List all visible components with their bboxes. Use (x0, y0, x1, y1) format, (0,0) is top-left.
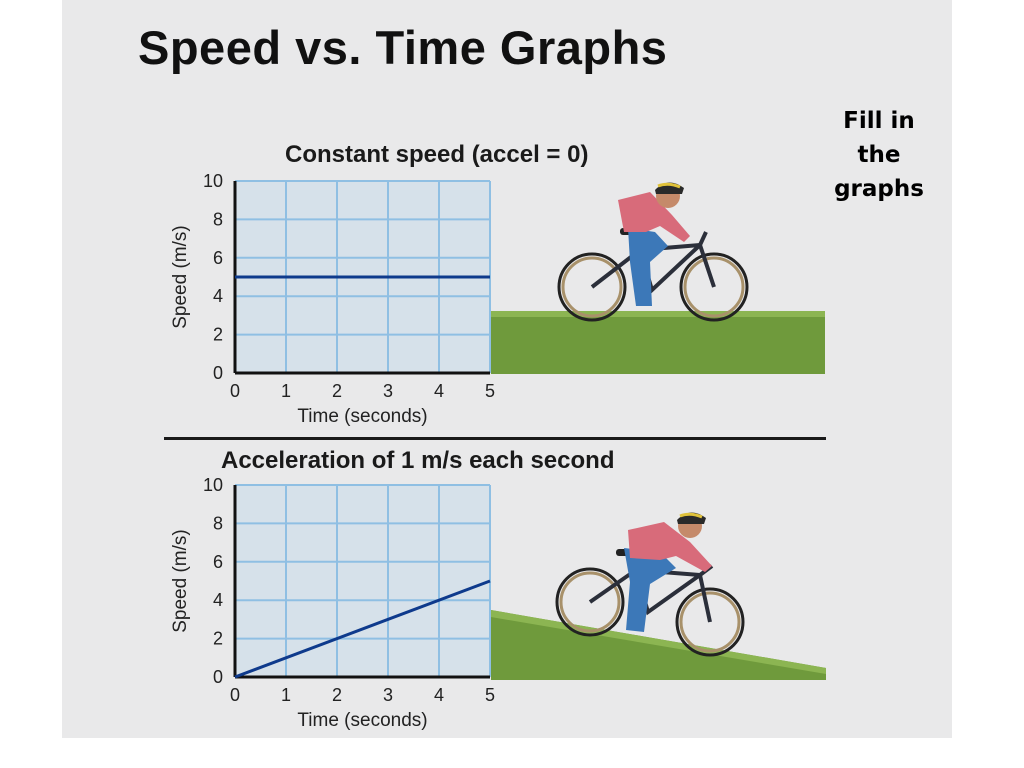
x-axis-label: Time (seconds) (297, 406, 427, 427)
y-tick-label: 0 (213, 667, 223, 687)
slide-title: Speed vs. Time Graphs (138, 21, 668, 74)
fill-in-note: Fill in the graphs (826, 104, 932, 206)
chart-title-acceleration: Acceleration of 1 m/s each second (221, 447, 615, 474)
x-tick-label: 0 (230, 381, 240, 401)
y-tick-label: 10 (203, 475, 223, 495)
chart-title-constant-speed: Constant speed (accel = 0) (285, 141, 589, 168)
plot-area (235, 485, 490, 677)
y-axis-label: Speed (m/s) (170, 225, 191, 328)
x-tick-label: 1 (281, 685, 291, 705)
x-tick-label: 5 (485, 685, 495, 705)
y-tick-label: 10 (203, 171, 223, 191)
y-tick-label: 8 (213, 209, 223, 229)
y-tick-label: 6 (213, 552, 223, 572)
y-tick-label: 4 (213, 286, 223, 306)
note-line: Fill in (843, 108, 915, 134)
note-line: the (857, 142, 901, 168)
x-tick-label: 2 (332, 685, 342, 705)
speed-data-line (234, 579, 491, 679)
x-tick-label: 3 (383, 381, 393, 401)
x-axis-label: Time (seconds) (297, 710, 427, 731)
x-tick-label: 2 (332, 381, 342, 401)
x-tick-label: 0 (230, 685, 240, 705)
x-tick-label: 5 (485, 381, 495, 401)
x-tick-label: 3 (383, 685, 393, 705)
note-line: graphs (834, 176, 924, 202)
x-tick-label: 1 (281, 381, 291, 401)
y-tick-label: 0 (213, 363, 223, 383)
y-tick-label: 8 (213, 513, 223, 533)
y-tick-label: 6 (213, 248, 223, 268)
flat-ground-edge (491, 311, 825, 317)
y-tick-label: 2 (213, 629, 223, 649)
y-tick-label: 2 (213, 325, 223, 345)
cyclist-illustration (557, 182, 749, 322)
x-tick-label: 4 (434, 381, 444, 401)
flat-ground (491, 311, 825, 374)
section-divider (164, 437, 826, 440)
x-tick-label: 4 (434, 685, 444, 705)
cyclist-illustration (555, 512, 745, 657)
y-axis-label: Speed (m/s) (170, 529, 191, 632)
y-tick-label: 4 (213, 590, 223, 610)
